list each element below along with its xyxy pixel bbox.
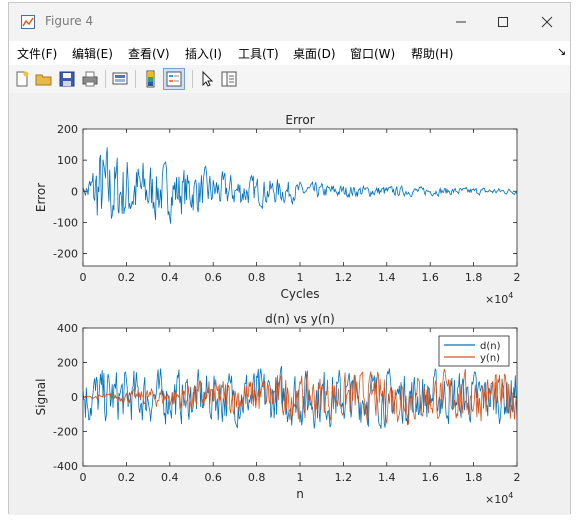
menu-bar: 文件(F) 编辑(E) 查看(V) 插入(I) 工具(T) 桌面(D) 窗口(W…	[9, 41, 570, 65]
menu-tools[interactable]: 工具(T)	[238, 47, 279, 61]
series-line-error	[83, 147, 517, 224]
axes-data	[83, 365, 517, 429]
axes-ticks: 0 0.2 0.4 0.6 0.8 1 1.2 1.4 1.6 1.8 2 -400 -200 0 200 4…	[53, 322, 520, 484]
axes-ticks: 0 0.2 0.4 0.6 0.8 1 1.2 1.4 1.6 1.8 2 -200 -100 0 100 2…	[53, 123, 520, 284]
menu-view[interactable]: 查看(V)	[128, 47, 170, 61]
close-icon	[541, 16, 553, 28]
y-tick-label: 0	[71, 185, 78, 198]
window-title: Figure 4	[45, 14, 94, 28]
x-tick-label: 0	[80, 471, 87, 484]
x-tick-label: 0.8	[248, 471, 266, 484]
figure-window: Figure 4 文件(F) 编辑(E) 查看(V) 插入(I) 工具(T) 桌…	[8, 2, 571, 515]
save-icon[interactable]	[58, 70, 76, 88]
x-tick-label: 0.2	[118, 271, 136, 284]
y-tick-label: 200	[57, 123, 78, 136]
menu-insert[interactable]: 插入(I)	[185, 47, 222, 61]
y-tick-label: 200	[57, 357, 78, 370]
x-tick-label: 0.6	[204, 271, 222, 284]
axes-background	[83, 129, 517, 266]
axes-data	[83, 147, 517, 224]
colorbar-icon[interactable]	[142, 70, 160, 88]
x-tick-label: 1	[297, 271, 304, 284]
minimize-icon	[456, 21, 466, 23]
legend-icon	[166, 71, 182, 87]
title-bar[interactable]: Figure 4	[9, 3, 570, 41]
close-button[interactable]	[527, 9, 567, 35]
axes-title: d(n) vs y(n)	[265, 312, 335, 326]
menu-desktop[interactable]: 桌面(D)	[293, 47, 336, 61]
x-tick-label: 2	[514, 471, 521, 484]
y-tick-label: -100	[53, 216, 78, 229]
x-tick-label: 1.8	[465, 471, 483, 484]
x-exponent-label: ×104	[485, 291, 513, 306]
property-editor-icon[interactable]	[220, 70, 238, 88]
y-axis-label: Error	[34, 183, 48, 212]
maximize-button[interactable]	[483, 9, 523, 35]
x-tick-label: 0.2	[118, 471, 136, 484]
toolbar-separator	[192, 70, 193, 88]
menu-help[interactable]: 帮助(H)	[411, 47, 454, 61]
y-tick-label: 400	[57, 322, 78, 335]
y-tick-label: 100	[57, 154, 78, 167]
x-exponent-base: ×10	[485, 293, 508, 306]
toolbar	[9, 65, 570, 94]
x-exponent-base: ×10	[485, 493, 508, 506]
minimize-button[interactable]	[441, 9, 481, 35]
figure-canvas: 0 0.2 0.4 0.6 0.8 1 1.2 1.4 1.6 1.8 2 -200 -100 0 100 2…	[9, 93, 570, 515]
x-tick-label: 0.6	[204, 471, 222, 484]
new-figure-icon[interactable]	[13, 70, 31, 88]
maximize-icon	[498, 17, 508, 27]
print-icon[interactable]	[81, 70, 99, 88]
x-tick-label: 1.8	[465, 271, 483, 284]
legend[interactable]: d(n) y(n)	[438, 335, 510, 367]
series-line-dn	[83, 365, 517, 429]
y-tick-label: -200	[53, 248, 78, 261]
legend-toggle-button[interactable]	[163, 68, 185, 90]
x-tick-label: 0.4	[161, 271, 179, 284]
x-tick-label: 1.6	[421, 271, 439, 284]
legend-label-y: y(n)	[480, 353, 500, 364]
x-axis-label: n	[296, 487, 304, 501]
y-tick-label: -200	[53, 426, 78, 439]
x-tick-label: 0	[80, 271, 87, 284]
signal-axes[interactable]: 0 0.2 0.4 0.6 0.8 1 1.2 1.4 1.6 1.8 2 -400 -200 0 200 4…	[34, 312, 521, 506]
menu-file[interactable]: 文件(F)	[17, 47, 58, 61]
x-tick-label: 1.6	[421, 471, 439, 484]
x-tick-label: 0.4	[161, 471, 179, 484]
toolbar-separator	[135, 70, 136, 88]
x-exponent-power: 4	[508, 491, 513, 500]
x-axis-label: Cycles	[280, 287, 319, 301]
axes-title: Error	[285, 113, 314, 127]
dock-arrow-icon[interactable]: ↘	[557, 45, 567, 58]
link-plot-icon[interactable]	[111, 70, 129, 88]
pointer-icon[interactable]	[198, 70, 216, 88]
x-exponent-power: 4	[508, 291, 513, 300]
x-tick-label: 1	[297, 471, 304, 484]
legend-label-d: d(n)	[480, 341, 501, 352]
y-tick-label: 0	[71, 391, 78, 404]
x-exponent-label: ×104	[485, 491, 513, 506]
y-tick-label: -400	[53, 460, 78, 473]
x-tick-label: 1.2	[335, 471, 353, 484]
y-axis-label: Signal	[34, 379, 48, 416]
toolbar-separator	[105, 70, 106, 88]
series-line-yn	[83, 368, 517, 425]
open-file-icon[interactable]	[35, 70, 53, 88]
error-axes[interactable]: 0 0.2 0.4 0.6 0.8 1 1.2 1.4 1.6 1.8 2 -200 -100 0 100 2…	[34, 113, 521, 306]
matlab-figure-icon	[21, 15, 35, 29]
legend-box	[438, 335, 510, 367]
x-tick-label: 1.2	[335, 271, 353, 284]
figure-plot-svg[interactable]: 0 0.2 0.4 0.6 0.8 1 1.2 1.4 1.6 1.8 2-200-10001002…	[9, 93, 570, 513]
x-tick-label: 1.4	[378, 471, 396, 484]
x-tick-label: 2	[514, 271, 521, 284]
x-tick-label: 1.4	[378, 271, 396, 284]
x-tick-label: 0.8	[248, 271, 266, 284]
menu-window[interactable]: 窗口(W)	[350, 47, 396, 61]
menu-edit[interactable]: 编辑(E)	[72, 47, 113, 61]
